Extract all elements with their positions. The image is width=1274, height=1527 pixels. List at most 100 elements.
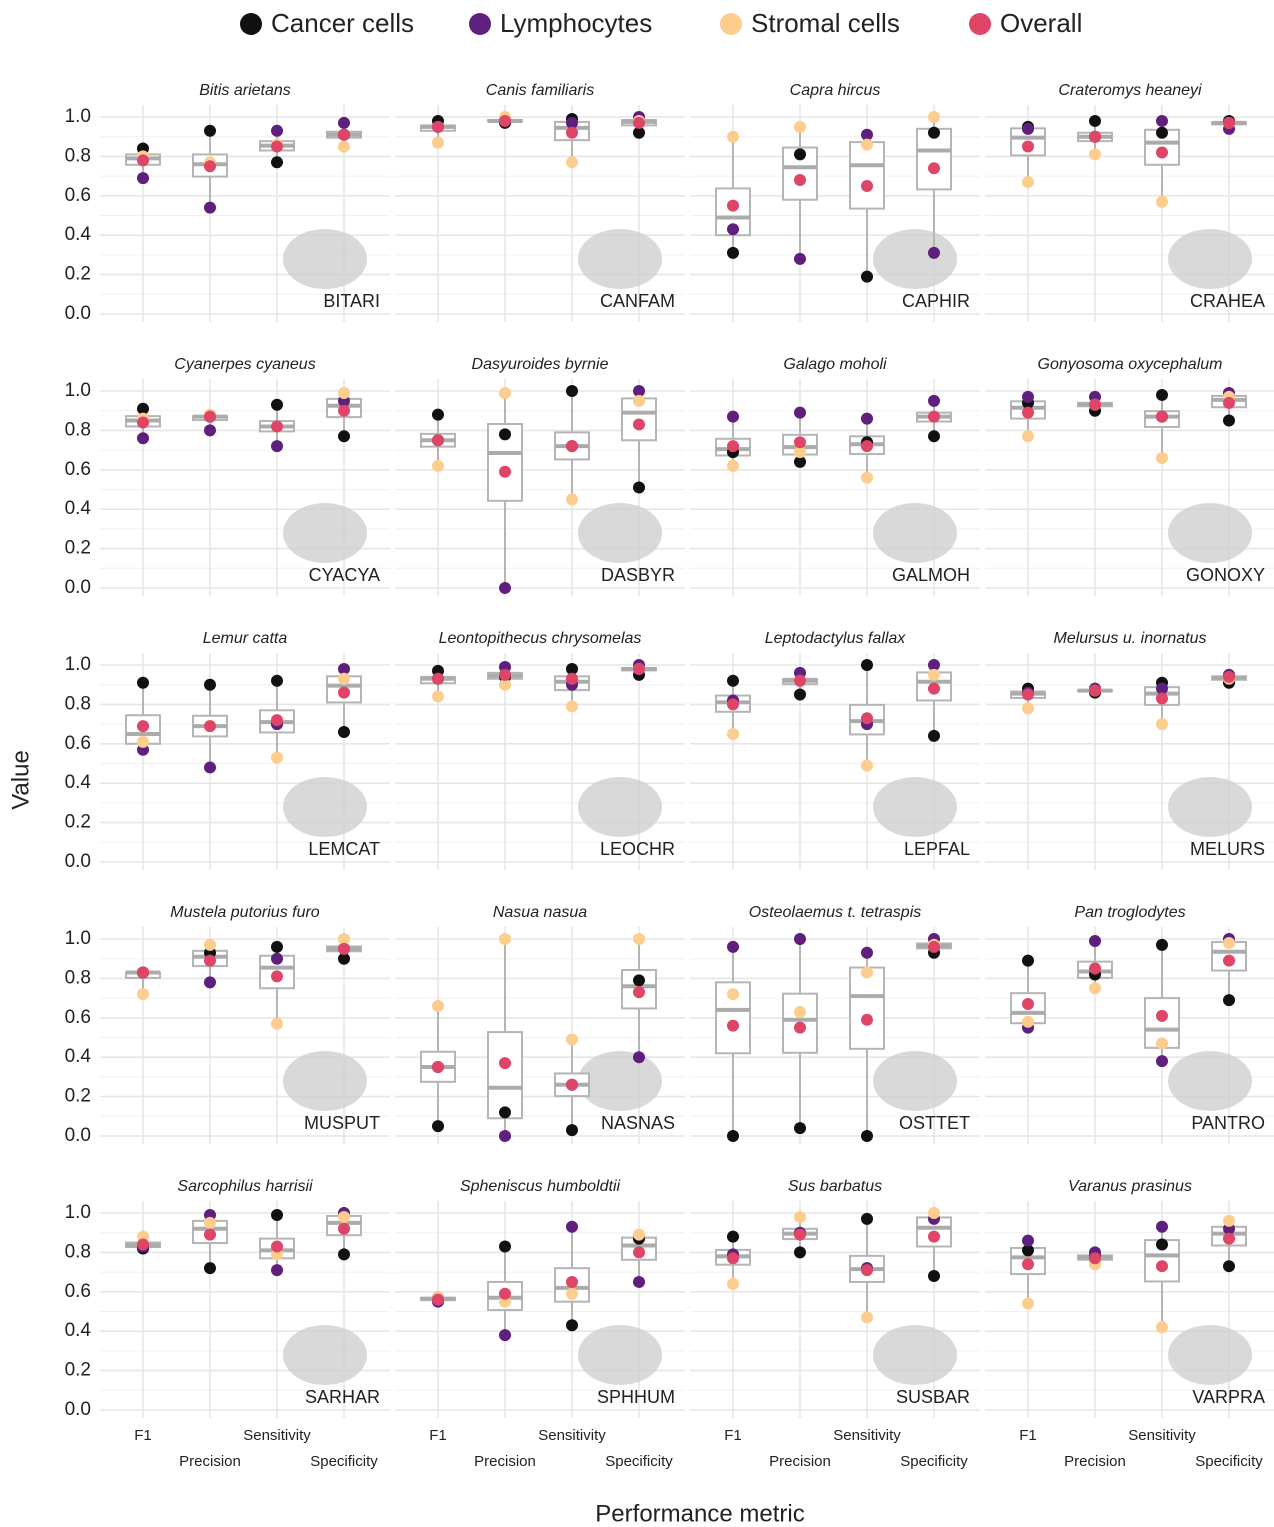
y-tick-label: 1.0	[65, 928, 91, 949]
dot	[794, 689, 806, 701]
dot	[566, 700, 578, 712]
silhouette	[1168, 1325, 1252, 1385]
x-tick-label: Precision	[474, 1453, 536, 1470]
species-code: PANTRO	[1191, 1113, 1265, 1133]
x-tick-label: Sensitivity	[538, 1427, 606, 1444]
dot	[861, 180, 873, 192]
silhouette	[1168, 777, 1252, 837]
y-tick-label: 0.0	[65, 1399, 91, 1420]
dot	[204, 976, 216, 988]
dot	[1223, 1233, 1235, 1245]
silhouette	[283, 777, 367, 837]
x-tick-label: F1	[1019, 1427, 1037, 1444]
dot	[432, 1120, 444, 1132]
y-tick-label: 0.6	[65, 733, 91, 754]
dot	[794, 174, 806, 186]
dot	[271, 941, 283, 953]
dot	[271, 1264, 283, 1276]
dot	[338, 117, 350, 129]
dot	[499, 669, 511, 681]
dot	[928, 1231, 940, 1243]
dot	[1156, 939, 1168, 951]
x-tick-label: Specificity	[1195, 1453, 1263, 1470]
y-tick-label: 0.8	[65, 145, 91, 166]
legend-label: Lymphocytes	[500, 8, 652, 38]
species-code: GONOXY	[1186, 565, 1265, 585]
dot	[1156, 1037, 1168, 1049]
dot	[928, 430, 940, 442]
dot	[928, 669, 940, 681]
dot	[338, 405, 350, 417]
silhouette	[283, 1051, 367, 1111]
dot	[861, 139, 873, 151]
dot	[1156, 452, 1168, 464]
dot	[566, 127, 578, 139]
dot	[727, 200, 739, 212]
dot	[928, 941, 940, 953]
dot	[499, 1240, 511, 1252]
dot	[432, 1294, 444, 1306]
dot	[271, 1240, 283, 1252]
dot	[499, 115, 511, 127]
dot	[928, 162, 940, 174]
dot	[794, 436, 806, 448]
species-code: SPHHUM	[597, 1387, 675, 1407]
silhouette	[873, 1051, 957, 1111]
panel-title: Melursus u. inornatus	[1054, 630, 1207, 647]
dot	[861, 1130, 873, 1142]
dot	[338, 726, 350, 738]
dot	[271, 420, 283, 432]
panel-title: Sus barbatus	[788, 1178, 882, 1195]
y-tick-label: 0.4	[65, 1320, 92, 1341]
dot	[794, 407, 806, 419]
dot	[727, 728, 739, 740]
dot	[928, 247, 940, 259]
dot	[566, 1079, 578, 1091]
dot	[432, 1000, 444, 1012]
dot	[928, 730, 940, 742]
panel-title: Canis familiaris	[486, 82, 594, 99]
legend-label: Overall	[1000, 8, 1082, 38]
dot	[1156, 1321, 1168, 1333]
x-tick-label: Specificity	[605, 1453, 673, 1470]
dot	[1223, 1260, 1235, 1272]
x-tick-label: Precision	[769, 1453, 831, 1470]
dot	[928, 1270, 940, 1282]
y-tick-label: 0.6	[65, 185, 91, 206]
dot	[1089, 399, 1101, 411]
dot	[566, 156, 578, 168]
dot	[633, 1051, 645, 1063]
x-tick-label: Sensitivity	[833, 1427, 901, 1444]
dot	[727, 1252, 739, 1264]
y-tick-label: 0.2	[65, 264, 91, 285]
panel-title: Nasua nasua	[493, 904, 587, 921]
dot	[1022, 689, 1034, 701]
dot	[928, 1207, 940, 1219]
dot	[794, 121, 806, 133]
y-tick-label: 0.2	[65, 1086, 91, 1107]
dot	[794, 1211, 806, 1223]
silhouette	[578, 229, 662, 289]
dot	[633, 395, 645, 407]
dot	[499, 933, 511, 945]
silhouette	[283, 1325, 367, 1385]
dot	[1156, 411, 1168, 423]
y-tick-label: 0.4	[65, 1046, 92, 1067]
dot	[727, 131, 739, 143]
dot	[861, 271, 873, 283]
y-tick-label: 1.0	[65, 380, 91, 401]
y-tick-label: 1.0	[65, 106, 91, 127]
dot	[204, 679, 216, 691]
dot	[1156, 1055, 1168, 1067]
dot	[1022, 391, 1034, 403]
dot	[861, 472, 873, 484]
dot	[1089, 1252, 1101, 1264]
silhouette	[873, 229, 957, 289]
dot	[204, 125, 216, 137]
dot	[271, 1209, 283, 1221]
dot	[204, 1262, 216, 1274]
dot	[1223, 415, 1235, 427]
dot	[566, 1221, 578, 1233]
panel-title: Galago moholi	[783, 356, 887, 373]
dot	[1156, 1239, 1168, 1251]
